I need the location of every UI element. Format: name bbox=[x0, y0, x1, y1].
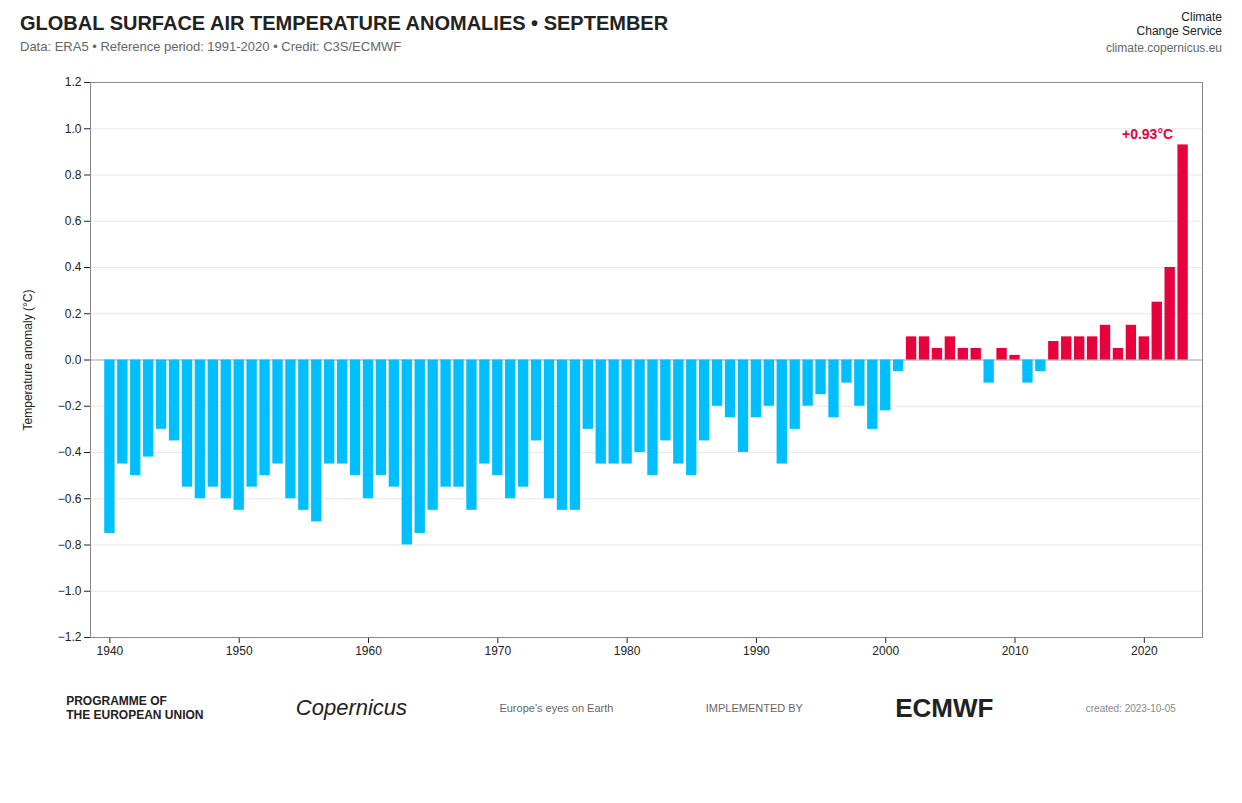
html-text:PROGRAMME OF THE EUROPEAN UNIO: PROGRAMME OF THE EUROPEAN UNION bbox=[66, 694, 204, 722]
svg-text:Temperature anomaly (°C): Temperature anomaly (°C) bbox=[21, 290, 35, 431]
svg-text:−0.8: −0.8 bbox=[58, 538, 82, 552]
svg-text:1980: 1980 bbox=[614, 644, 641, 658]
svg-text:1.0: 1.0 bbox=[65, 122, 82, 136]
svg-text:2020: 2020 bbox=[1131, 644, 1158, 658]
html-text:GLOBAL SURFACE AIR TEMPERATURE: GLOBAL SURFACE AIR TEMPERATURE ANOMALIES… bbox=[20, 12, 669, 34]
svg-text:2010: 2010 bbox=[1002, 644, 1029, 658]
svg-text:−0.2: −0.2 bbox=[58, 399, 82, 413]
svg-text:0.4: 0.4 bbox=[65, 260, 82, 274]
svg-text:1950: 1950 bbox=[226, 644, 253, 658]
svg-text:1.2: 1.2 bbox=[65, 75, 82, 89]
svg-text:0.2: 0.2 bbox=[65, 307, 82, 321]
svg-text:−1.2: −1.2 bbox=[58, 630, 82, 644]
html-text:ECMWF: ECMWF bbox=[895, 692, 994, 723]
html-text:Europe's eyes on Earth: Europe's eyes on Earth bbox=[499, 702, 614, 714]
html-text:Copernicus: Copernicus bbox=[295, 695, 408, 720]
html-text:Climate Change Service: Climate Change Service bbox=[1136, 10, 1222, 38]
html-text:IMPLEMENTED BY: IMPLEMENTED BY bbox=[705, 702, 803, 714]
html-text:Data: ERA5 • Reference period:: Data: ERA5 • Reference period: 1991-2020… bbox=[20, 39, 402, 54]
svg-text:−1.0: −1.0 bbox=[58, 584, 82, 598]
svg-text:−0.4: −0.4 bbox=[58, 445, 82, 459]
svg-text:0.6: 0.6 bbox=[65, 214, 82, 228]
svg-text:0.8: 0.8 bbox=[65, 168, 82, 182]
svg-text:2000: 2000 bbox=[872, 644, 899, 658]
svg-text:0.0: 0.0 bbox=[65, 353, 82, 367]
svg-text:+0.93°C: +0.93°C bbox=[1122, 126, 1173, 142]
html-text:climate.copernicus.eu: climate.copernicus.eu bbox=[1105, 41, 1222, 55]
svg-text:1940: 1940 bbox=[97, 644, 124, 658]
svg-text:1970: 1970 bbox=[484, 644, 511, 658]
svg-text:1990: 1990 bbox=[743, 644, 770, 658]
svg-text:1960: 1960 bbox=[355, 644, 382, 658]
svg-text:−0.6: −0.6 bbox=[58, 492, 82, 506]
html-text:created: 2023-10-05: created: 2023-10-05 bbox=[1085, 702, 1176, 714]
